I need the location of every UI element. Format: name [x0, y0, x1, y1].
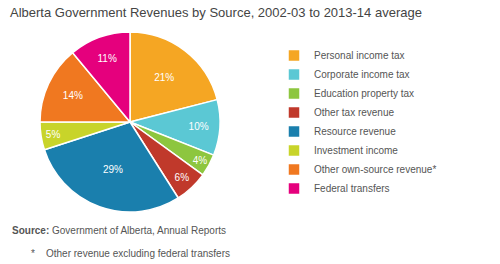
- svg-text:5%: 5%: [46, 129, 61, 140]
- svg-text:11%: 11%: [98, 53, 117, 64]
- svg-text:Other own-source revenue*: Other own-source revenue*: [314, 164, 436, 175]
- svg-text:Alberta Government Revenues by: Alberta Government Revenues by Source, 2…: [10, 5, 422, 20]
- svg-text:Source: Government of Alberta,: Source: Government of Alberta, Annual Re…: [12, 225, 226, 236]
- svg-text:Investment income: Investment income: [314, 145, 398, 156]
- svg-text:21%: 21%: [154, 72, 174, 83]
- svg-text:Other tax revenue: Other tax revenue: [314, 107, 394, 118]
- svg-text:4%: 4%: [193, 155, 208, 166]
- svg-text:* Other revenue excluding f: * Other revenue excluding federal transf…: [31, 248, 230, 259]
- svg-text:14%: 14%: [63, 90, 83, 101]
- svg-text:Federal transfers: Federal transfers: [314, 183, 390, 194]
- svg-text:29%: 29%: [103, 164, 123, 175]
- svg-text:Personal income tax: Personal income tax: [314, 50, 405, 61]
- svg-text:6%: 6%: [175, 172, 190, 183]
- svg-text:Education property tax: Education property tax: [314, 88, 414, 99]
- svg-text:10%: 10%: [189, 121, 209, 132]
- svg-text:Corporate income tax: Corporate income tax: [314, 69, 410, 80]
- svg-text:Resource revenue: Resource revenue: [314, 126, 396, 137]
